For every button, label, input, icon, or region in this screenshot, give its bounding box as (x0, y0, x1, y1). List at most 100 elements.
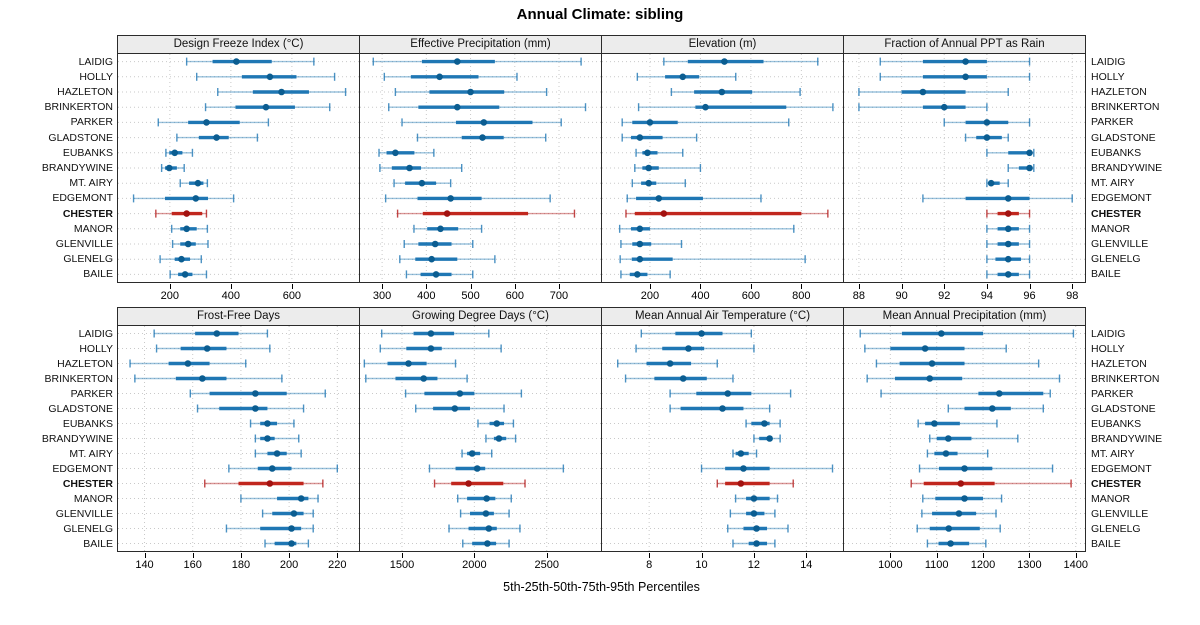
axis-tick-label: 160 (183, 559, 202, 571)
percentile-row-hazleton (670, 88, 801, 96)
axis-tick-label: 500 (461, 290, 480, 302)
axis-tick-label: 200 (640, 290, 660, 302)
median-dot (940, 103, 948, 111)
axis-tick-label: 400 (417, 290, 436, 302)
percentile-row-parker (189, 389, 326, 398)
panel-growing-degree-days (359, 325, 602, 552)
percentile-row-hazleton (617, 359, 718, 368)
median-dot (983, 119, 991, 126)
median-dot (740, 465, 747, 472)
axis-tick-mark (169, 284, 171, 289)
percentile-row-mt-airy (986, 179, 1009, 188)
panel-strip-frost-free-days: Frost-Free Days (117, 307, 360, 326)
panel-strip-elevation: Elevation (m) (601, 35, 844, 54)
median-dot (947, 540, 954, 547)
median-dot (1004, 210, 1012, 217)
axis-tick-mark (1029, 553, 1031, 558)
panel-strip-title: Effective Precipitation (mm) (410, 38, 551, 50)
axis-tick-label: 94 (980, 290, 994, 302)
axis-tick-label: 1500 (389, 559, 415, 571)
percentile-row-brinkerton (388, 103, 587, 112)
panel-elevation (601, 53, 844, 283)
axis-tick-mark (753, 553, 755, 558)
percentile-row-mt-airy (393, 179, 452, 188)
median-dot (288, 540, 295, 547)
station-label-left: PARKER (70, 387, 113, 400)
station-label-right: MANOR (1091, 222, 1131, 235)
percentile-row-parker (401, 118, 562, 127)
panel-strip-title: Fraction of Annual PPT as Rain (884, 38, 1045, 50)
median-dot (165, 164, 173, 172)
percentile-row-eubanks (165, 148, 194, 157)
axis-tick-mark (230, 284, 232, 289)
station-label-right: BRINKERTON (1091, 372, 1160, 385)
median-dot (392, 149, 399, 157)
percentile-row-hazleton (858, 88, 1009, 96)
station-label-left: CHESTER (62, 207, 113, 220)
axis-tick-mark (474, 553, 476, 558)
median-dot (266, 480, 274, 487)
axis-tick-mark (649, 284, 651, 289)
panel-plot-area (602, 54, 843, 282)
axis-tick-mark (1075, 553, 1077, 558)
percentile-row-brandywine (634, 164, 702, 172)
percentile-row-gladstone (947, 404, 1044, 413)
axis-tick-label: 92 (938, 290, 951, 302)
station-label-left: CHESTER (62, 477, 113, 490)
percentile-row-glenville (171, 240, 209, 248)
percentile-row-mt-airy (179, 179, 209, 188)
median-dot (938, 330, 945, 337)
axis-tick-label: 1100 (924, 559, 949, 571)
median-dot (928, 360, 936, 367)
median-dot (1004, 225, 1012, 233)
median-dot (685, 345, 692, 352)
axis-tick-mark (382, 284, 384, 289)
percentile-row-holly (864, 344, 1007, 353)
percentile-row-glenville (261, 509, 314, 518)
median-dot (753, 540, 760, 547)
station-label-right: GLENELG (1091, 522, 1141, 535)
station-label-right: GLADSTONE (1091, 131, 1156, 144)
median-dot (737, 450, 745, 457)
median-dot (199, 375, 206, 382)
percentile-row-baile (620, 270, 671, 279)
median-dot (252, 405, 259, 412)
station-label-right: MANOR (1091, 492, 1131, 505)
median-dot (427, 330, 435, 337)
median-dot (636, 134, 644, 141)
median-dot (753, 525, 760, 532)
axis-tick-label: 300 (372, 290, 392, 302)
station-label-left: BAILE (83, 268, 113, 281)
percentile-row-brandywine (160, 164, 185, 172)
median-dot (203, 345, 211, 352)
median-dot (702, 103, 709, 111)
percentile-row-manor (240, 494, 319, 503)
percentile-row-glenelg (225, 524, 314, 533)
axis-tick-label: 1200 (970, 559, 996, 571)
median-dot (961, 495, 968, 502)
axis-tick-mark (983, 553, 985, 558)
axis-tick-label: 220 (328, 559, 347, 571)
axis-tick-mark (426, 284, 428, 289)
median-dot (698, 330, 705, 337)
median-dot (995, 390, 1003, 397)
percentile-row-manor (986, 224, 1031, 233)
median-dot (636, 240, 644, 248)
median-dot (290, 510, 298, 517)
median-dot (719, 405, 726, 412)
axis-tick-mark (649, 553, 651, 558)
panel-mean-annual-air-temperature (601, 325, 844, 552)
median-dot (636, 255, 644, 263)
station-label-left: EDGEMONT (52, 192, 113, 205)
axis-tick-mark (192, 553, 194, 558)
median-dot (931, 420, 938, 427)
median-dot (268, 465, 276, 472)
percentile-row-hazleton (363, 359, 457, 368)
median-dot (1026, 149, 1033, 157)
median-dot (718, 88, 726, 96)
percentile-row-gladstone (621, 133, 698, 142)
axis-tick-mark (291, 284, 293, 289)
median-dot (428, 255, 435, 263)
axis-tick-label: 400 (221, 290, 241, 302)
